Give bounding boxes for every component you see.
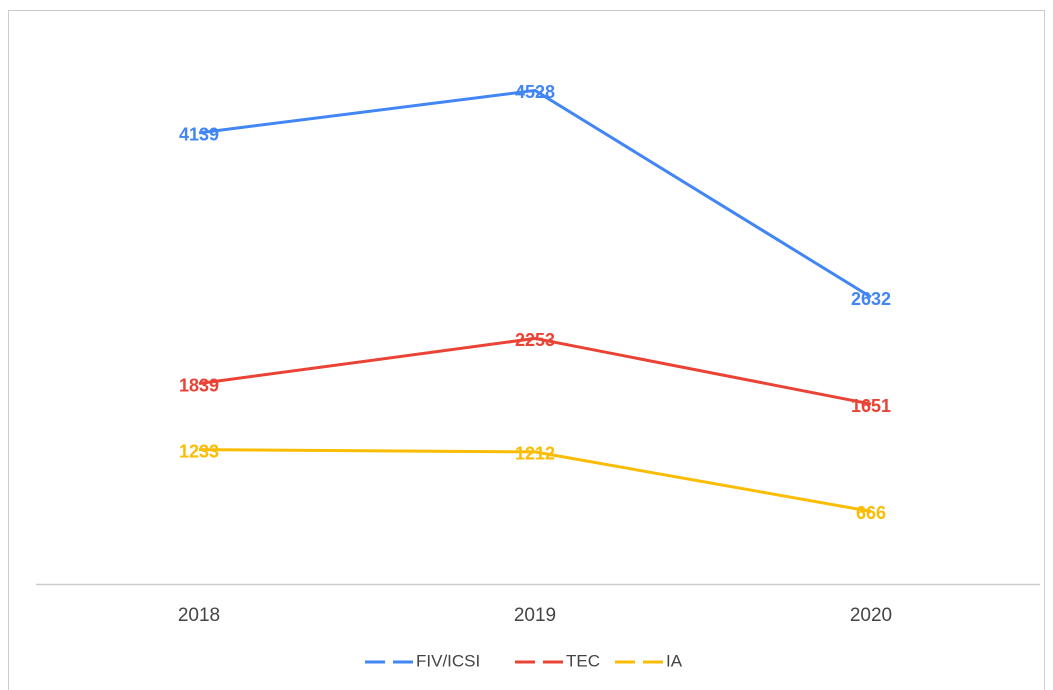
data-label: 1651	[851, 396, 891, 416]
legend-label: TEC	[566, 651, 600, 670]
data-label: 1839	[179, 375, 219, 395]
data-label: 4139	[179, 125, 219, 145]
chart-border	[8, 10, 1045, 690]
x-tick-label: 2020	[850, 605, 892, 626]
data-label: 2632	[851, 289, 891, 309]
data-label: 666	[856, 503, 886, 523]
data-label: 1212	[515, 444, 555, 464]
series-line	[198, 448, 872, 513]
series-line	[198, 88, 872, 299]
x-tick-label: 2018	[178, 605, 220, 626]
data-label: 2253	[515, 330, 555, 350]
data-label: 1233	[179, 441, 219, 461]
series-line	[198, 336, 872, 406]
x-tick-label: 2019	[514, 605, 556, 626]
data-label: 4528	[515, 82, 555, 102]
legend-label: FIV/ICSI	[416, 651, 480, 670]
legend-label: IA	[666, 651, 683, 670]
